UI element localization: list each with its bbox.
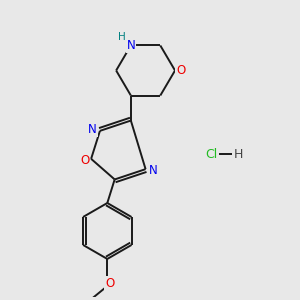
Text: H: H xyxy=(233,148,243,161)
Text: N: N xyxy=(148,164,157,177)
Text: O: O xyxy=(105,277,114,290)
Text: N: N xyxy=(88,123,97,136)
Text: N: N xyxy=(127,39,135,52)
Text: O: O xyxy=(80,154,89,167)
Text: H: H xyxy=(118,32,126,42)
Text: O: O xyxy=(176,64,185,77)
Text: Cl: Cl xyxy=(206,148,218,161)
